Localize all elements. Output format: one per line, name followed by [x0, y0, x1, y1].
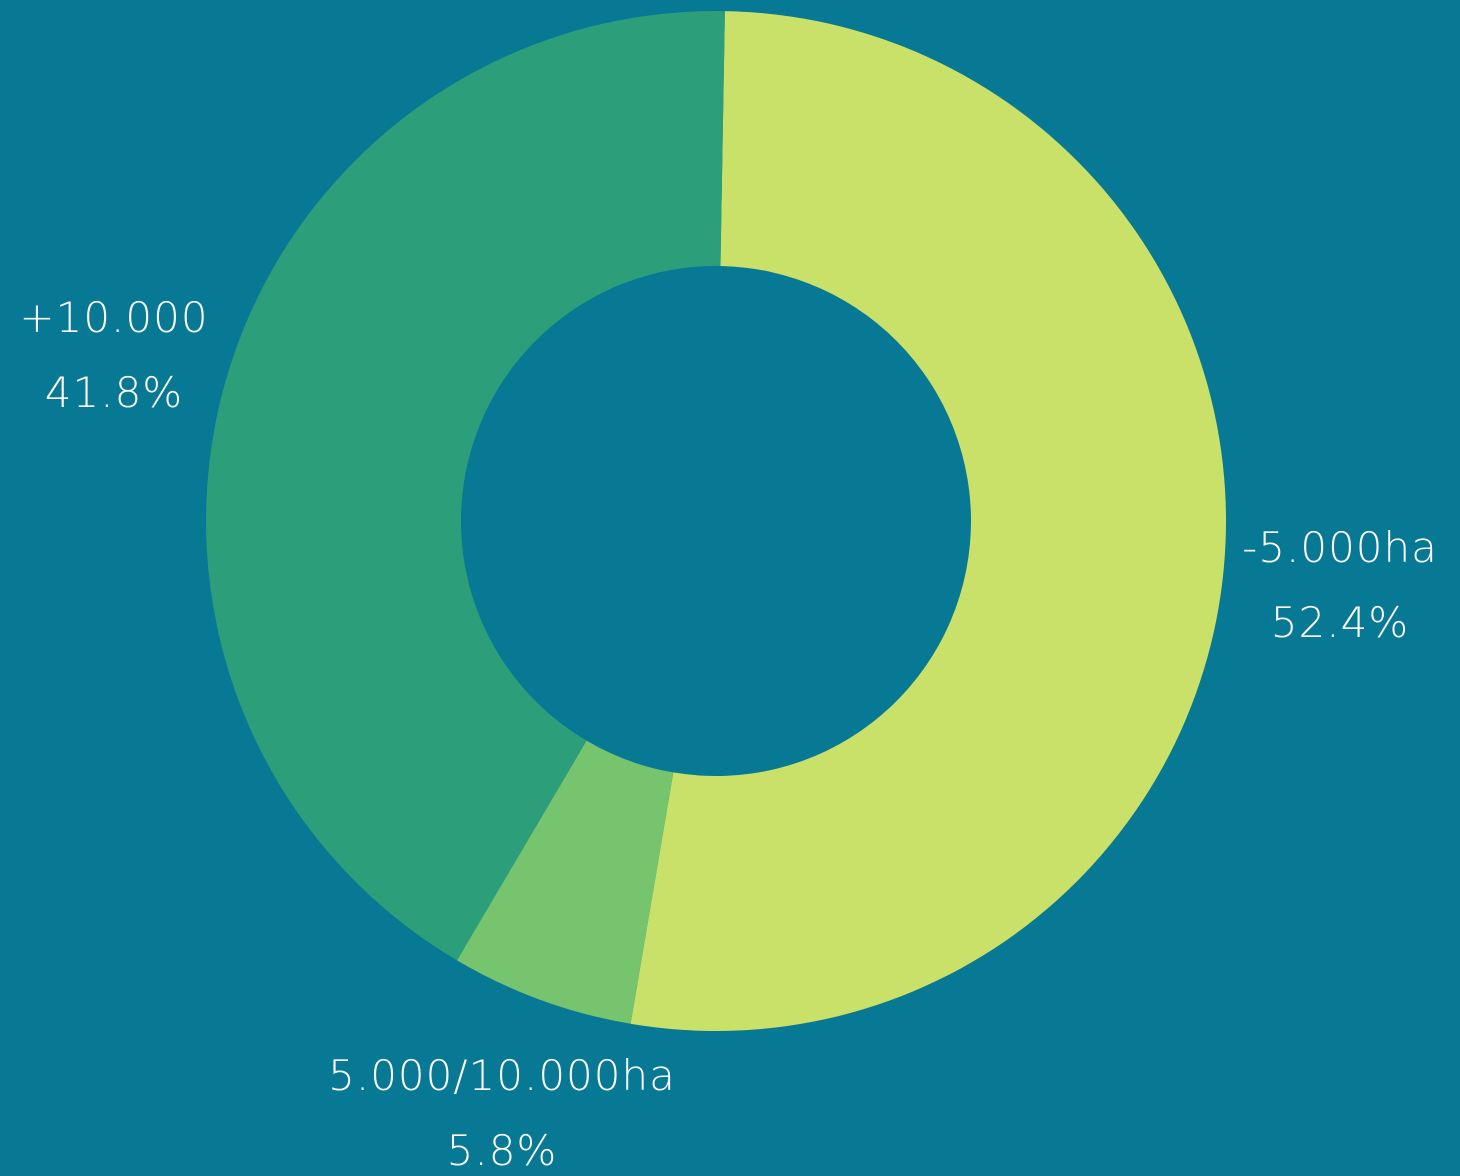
slice-category-label: 5.000/10.000ha — [328, 1051, 676, 1100]
slice-category-label: +10.000 — [19, 293, 208, 342]
slice-value-label: 41.8% — [45, 368, 183, 417]
donut-slices — [206, 11, 1226, 1031]
slice-value-label: 5.8% — [447, 1126, 558, 1175]
slice-category-label: -5.000ha — [1242, 523, 1438, 572]
slice-value-label: 52.4% — [1271, 598, 1409, 647]
